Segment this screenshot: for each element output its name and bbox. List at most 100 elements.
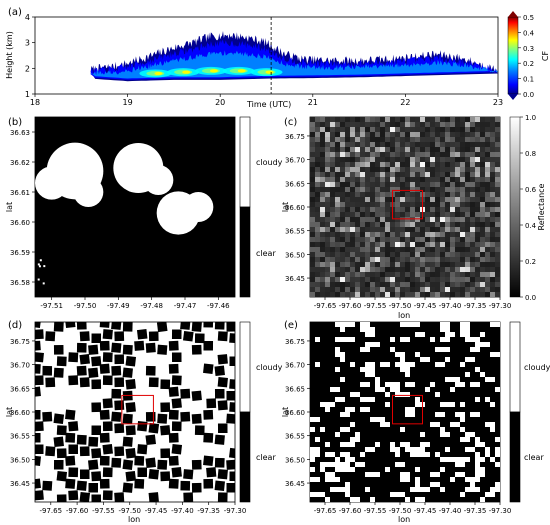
reflectance-pixel [485, 142, 490, 147]
x-tick-label: -97.55 [364, 507, 387, 515]
reflectance-pixel [460, 202, 465, 207]
cloud-tile [35, 329, 44, 340]
cloud-tile [125, 355, 137, 367]
reflectance-pixel [405, 252, 410, 257]
cloud-pixel [325, 407, 330, 412]
cloud-tile [42, 365, 53, 376]
reflectance-pixel [355, 212, 360, 217]
reflectance-pixel [360, 162, 365, 167]
reflectance-pixel [335, 137, 340, 142]
reflectance-pixel [415, 247, 420, 252]
reflectance-pixel [400, 197, 405, 202]
reflectance-pixel [475, 237, 480, 242]
cloud-pixel [360, 347, 370, 352]
reflectance-pixel [430, 117, 435, 122]
reflectance-pixel [440, 177, 445, 182]
reflectance-pixel [380, 137, 385, 142]
reflectance-pixel [470, 292, 475, 297]
reflectance-pixel [415, 257, 420, 262]
reflectance-pixel [320, 212, 325, 217]
reflectance-pixel [375, 267, 380, 272]
reflectance-pixel [440, 237, 445, 242]
reflectance-pixel [460, 242, 465, 247]
cloud-tile [214, 457, 225, 468]
reflectance-pixel [435, 207, 440, 212]
reflectance-pixel [345, 152, 350, 157]
reflectance-pixel [365, 177, 370, 182]
reflectance-pixel [410, 182, 415, 187]
reflectance-pixel [400, 157, 405, 162]
reflectance-pixel [490, 152, 495, 157]
reflectance-pixel [425, 217, 430, 222]
cloud-pixel [340, 357, 345, 362]
reflectance-pixel [480, 207, 485, 212]
colorbar-c-ticks: 0.00.20.40.60.81.0 [520, 114, 537, 302]
reflectance-pixel [390, 282, 395, 287]
y-axis-label: lat [5, 202, 14, 212]
reflectance-pixel [320, 122, 325, 127]
reflectance-pixel [375, 222, 380, 227]
cloud-pixel [490, 352, 500, 357]
reflectance-pixel [450, 252, 455, 257]
reflectance-pixel [380, 247, 385, 252]
reflectance-pixel [405, 147, 410, 152]
reflectance-pixel [400, 167, 405, 172]
reflectance-pixel [460, 127, 465, 132]
cloud-pixel [330, 487, 335, 492]
reflectance-pixel [330, 177, 335, 182]
reflectance-pixel [310, 277, 315, 282]
reflectance-pixel [380, 232, 385, 237]
reflectance-pixel [445, 287, 450, 292]
cloud-tile [65, 478, 76, 489]
reflectance-pixel [465, 282, 470, 287]
cloud-tile [35, 322, 42, 329]
y-tick-label: 36.61 [10, 189, 30, 197]
cloud-tile [53, 459, 64, 470]
reflectance-pixel [330, 122, 335, 127]
reflectance-pixel [350, 197, 355, 202]
reflectance-pixel [335, 147, 340, 152]
cloud-tile [148, 377, 159, 388]
reflectance-pixel [355, 252, 360, 257]
reflectance-pixel [365, 237, 370, 242]
y-tick-label: 36.50 [285, 251, 305, 259]
cloud-pixel [335, 432, 340, 437]
reflectance-pixel [470, 247, 475, 252]
reflectance-pixel [435, 157, 440, 162]
reflectance-pixel [310, 282, 315, 287]
reflectance-pixel [495, 152, 500, 157]
reflectance-pixel [325, 127, 330, 132]
reflectance-pixel [425, 212, 430, 217]
reflectance-pixel [370, 187, 375, 192]
reflectance-pixel [400, 252, 405, 257]
reflectance-pixel [335, 167, 340, 172]
reflectance-pixel [330, 157, 335, 162]
reflectance-pixel [370, 242, 375, 247]
cloud-pixel [490, 427, 495, 432]
cloud-tile [203, 478, 214, 489]
cloud-tile [229, 379, 235, 390]
cloud-tile [88, 436, 99, 447]
reflectance-pixel [395, 242, 400, 247]
reflectance-pixel [340, 152, 345, 157]
reflectance-pixel [425, 242, 430, 247]
reflectance-pixel [320, 272, 325, 277]
reflectance-pixel [435, 257, 440, 262]
reflectance-pixel [365, 197, 370, 202]
reflectance-pixel [365, 272, 370, 277]
cloud-tile [53, 367, 64, 378]
cloud-tile [203, 363, 214, 374]
reflectance-pixel [345, 117, 350, 122]
reflectance-pixel [475, 247, 480, 252]
reflectance-pixel [345, 132, 350, 137]
reflectance-pixel [355, 147, 360, 152]
reflectance-pixel [310, 232, 315, 237]
reflectance-pixel [360, 152, 365, 157]
reflectance-pixel [405, 162, 410, 167]
reflectance-pixel [325, 227, 330, 232]
reflectance-pixel [485, 207, 490, 212]
reflectance-pixel [495, 192, 500, 197]
reflectance-pixel [420, 282, 425, 287]
reflectance-pixel [385, 117, 390, 122]
reflectance-pixel [400, 292, 405, 297]
